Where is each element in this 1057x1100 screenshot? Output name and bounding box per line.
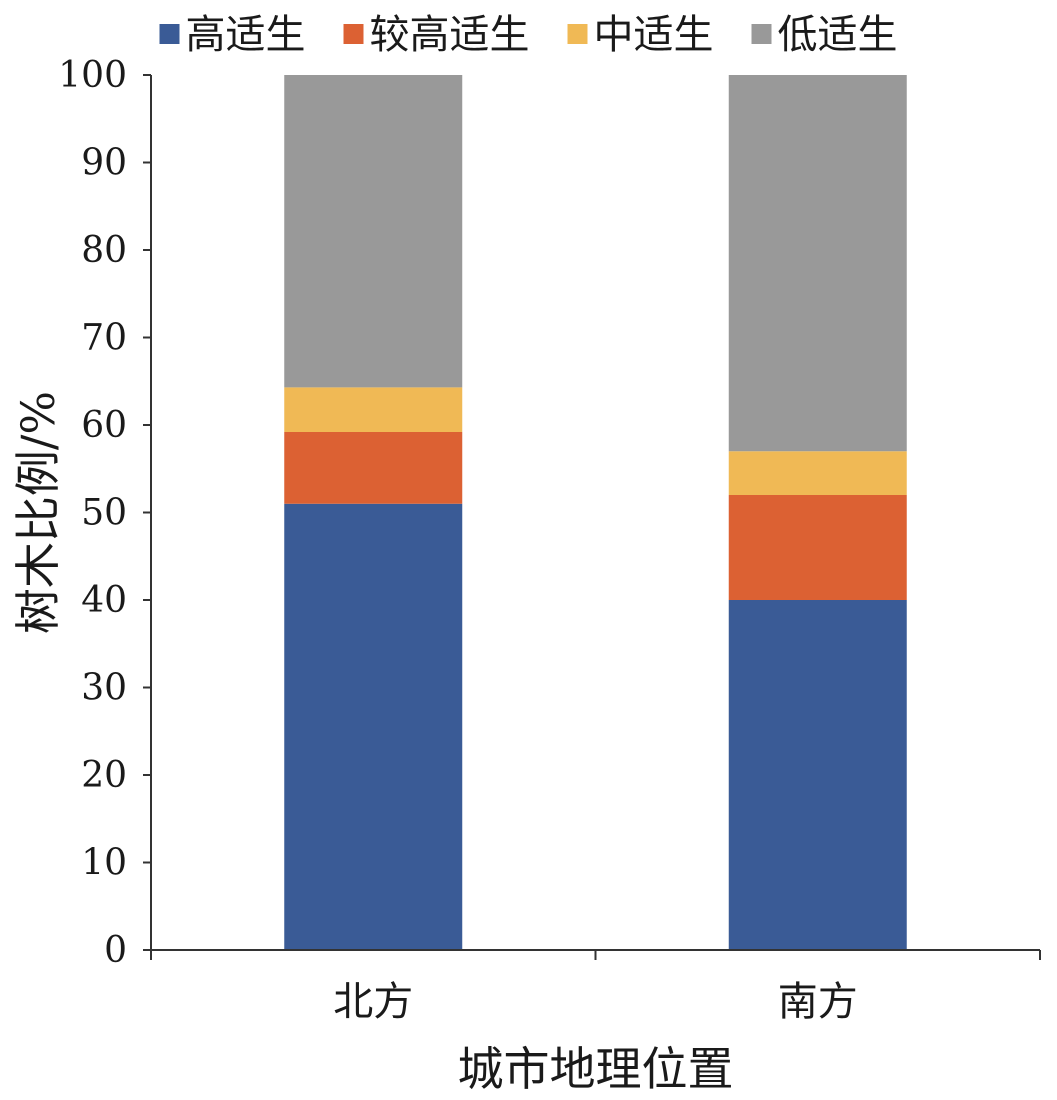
legend-swatch-2 [343,24,364,44]
y-axis-ticks: 0 10 20 30 40 50 60 70 80 90 100 [58,55,151,971]
y-tick-label: 10 [81,843,127,884]
legend-label-4: 低适生 [778,12,898,58]
bar-segment-4-2 [728,75,907,452]
y-axis-title: 树木比例/% [11,391,65,634]
y-tick-label: 100 [58,55,127,96]
y-tick-label: 90 [81,143,127,184]
legend-label-1: 高适生 [186,12,306,58]
y-tick-label: 50 [81,493,127,534]
y-tick-label: 80 [81,230,127,271]
bar-segment-3-2 [728,451,907,495]
x-axis-ticks: 北方 南方 [150,950,1041,1025]
bar-segment-4-1 [284,75,463,388]
y-tick-label: 40 [81,580,127,621]
y-tick-label: 30 [81,668,127,709]
bar-segment-2-1 [284,432,463,504]
bar-segment-2-2 [728,495,907,600]
bar-segment-1-1 [284,503,463,950]
y-tick-label: 60 [81,405,127,446]
legend-label-2: 较高适生 [370,12,530,58]
legend-swatch-1 [159,24,180,44]
legend: 高适生 较高适生 中适生 低适生 [159,12,898,58]
y-tick-label: 0 [104,930,127,971]
bar-segments [284,75,907,950]
legend-swatch-4 [751,24,772,44]
x-category-label: 南方 [778,979,858,1025]
legend-swatch-3 [567,24,588,44]
bar-segment-3-1 [284,387,463,432]
y-tick-label: 20 [81,755,127,796]
legend-label-3: 中适生 [594,12,714,58]
y-tick-label: 70 [81,318,127,359]
bar-segment-1-2 [728,600,907,950]
x-axis-title: 城市地理位置 [458,1042,734,1096]
x-category-label: 北方 [333,979,413,1025]
